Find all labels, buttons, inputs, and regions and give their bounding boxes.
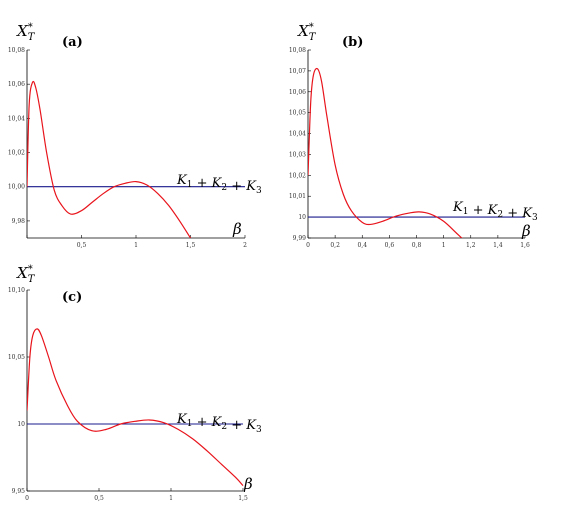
- y-tick-label: 10,03: [289, 151, 306, 158]
- y-tick-label: 10,08: [8, 47, 25, 54]
- chart-panel-b: 9,991010,0110,0210,0310,0410,0510,0610,0…: [289, 22, 538, 249]
- y-tick-label: 10,04: [8, 115, 25, 122]
- chart-panel-a: 9,98 10,00 10,02 10,04 10,06 10,08 0,5 1 1,5 2 X* T…: [8, 22, 262, 249]
- series-line: [27, 80, 192, 238]
- y-axis-label-sup: *: [309, 22, 314, 33]
- x-tick-label: 1: [169, 495, 173, 502]
- x-tick-label: 0,4: [357, 242, 367, 249]
- y-tick-label: 10,05: [289, 110, 306, 117]
- y-axis-label-sub: T: [28, 32, 36, 43]
- y-axis-label-sub: T: [309, 32, 317, 43]
- y-tick-label: 9,99: [293, 235, 307, 242]
- x-tick-label: 1,4: [493, 242, 503, 249]
- reference-line-label: K1 + K2 + K3: [176, 173, 262, 196]
- x-tick-label: 1,2: [466, 242, 476, 249]
- y-tick-label: 10,07: [289, 68, 306, 75]
- x-tick-label: 1,6: [520, 242, 530, 249]
- y-tick-label: 10,06: [289, 89, 306, 96]
- y-tick-label: 10,06: [8, 81, 25, 88]
- y-tick-label: 9,98: [12, 218, 26, 225]
- y-tick-label: 10,08: [289, 47, 306, 54]
- x-tick-label: 1: [442, 242, 446, 249]
- reference-line-label: K1 + K2 + K3: [176, 412, 262, 435]
- y-tick-label: 10,01: [289, 193, 306, 200]
- y-tick-label: 10,02: [289, 172, 306, 179]
- y-axis-label-main: X: [297, 22, 310, 40]
- chart-panel-c: 9,95 10 10,05 10,10 0 0,5 1 1,5 X* T (c) β K1 + K2 +…: [8, 264, 262, 502]
- y-tick-label: 10: [298, 214, 306, 221]
- x-tick-label: 0: [306, 242, 310, 249]
- x-axis-label: β: [243, 475, 253, 493]
- x-axis-label: β: [232, 220, 242, 238]
- y-tick-label: 9,95: [12, 488, 26, 495]
- y-axis-label-main: X: [16, 264, 29, 282]
- y-tick-label: 10,04: [289, 131, 306, 138]
- y-tick-label: 10,10: [8, 287, 25, 294]
- series-line: [27, 328, 244, 487]
- x-tick-label: 0,8: [412, 242, 422, 249]
- y-tick-label: 10,05: [8, 354, 25, 361]
- y-tick-label: 10: [17, 421, 25, 428]
- x-tick-label: 0,2: [330, 242, 340, 249]
- y-axis-label-sub: T: [28, 274, 36, 285]
- x-tick-label: 0,6: [385, 242, 395, 249]
- y-axis-label-sup: *: [28, 264, 33, 275]
- x-tick-label: 0,5: [94, 495, 104, 502]
- y-axis-label: X* T: [297, 22, 317, 43]
- panel-label: (c): [62, 290, 82, 305]
- x-axis-label: β: [521, 222, 531, 240]
- panel-label: (b): [342, 35, 363, 50]
- y-axis-label-main: X: [16, 22, 29, 40]
- reference-line-label: K1 + K2 + K3: [452, 200, 538, 223]
- x-tick-label: 1,5: [238, 495, 248, 502]
- panel-label: (a): [62, 35, 83, 50]
- y-axis-label: X* T: [16, 22, 36, 43]
- series-line: [308, 67, 463, 238]
- y-tick-label: 10,00: [8, 184, 25, 191]
- x-tick-label: 2: [243, 242, 247, 249]
- x-tick-label: 0,5: [77, 242, 87, 249]
- y-axis-label-sup: *: [28, 22, 33, 33]
- x-tick-label: 1: [134, 242, 138, 249]
- x-tick-label: 0: [25, 495, 29, 502]
- x-tick-label: 1,5: [186, 242, 196, 249]
- y-tick-label: 10,02: [8, 150, 25, 157]
- y-axis-label: X* T: [16, 264, 36, 285]
